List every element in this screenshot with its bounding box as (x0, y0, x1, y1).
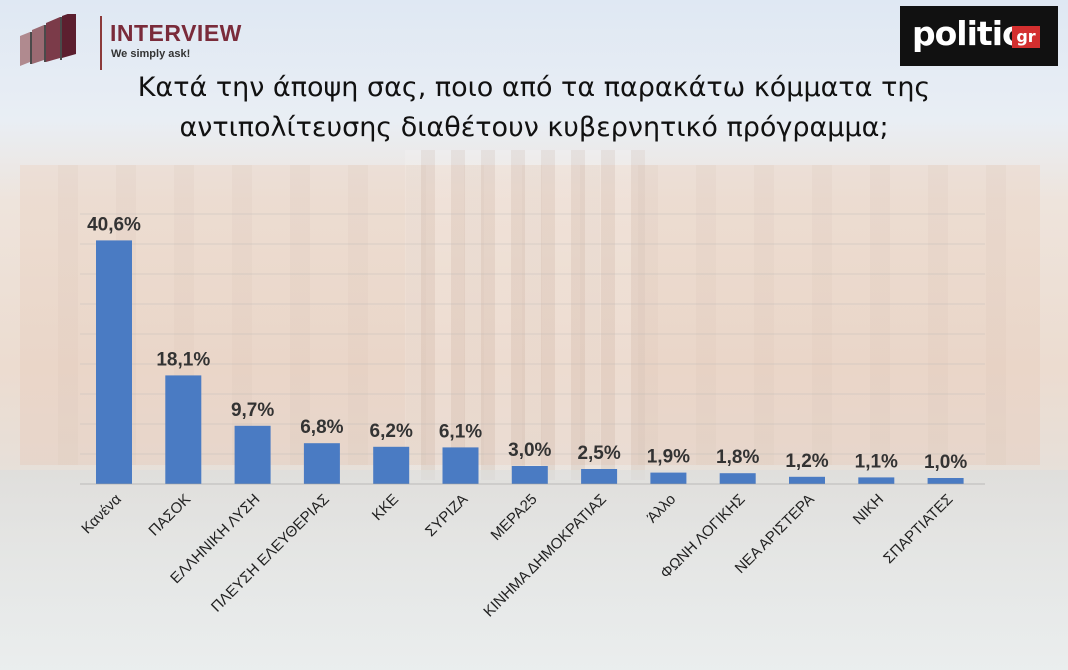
data-label: 1,0% (924, 452, 967, 473)
data-label: 2,5% (577, 443, 620, 464)
data-label: 1,1% (855, 451, 898, 472)
data-label: 18,1% (156, 349, 210, 370)
category-label: ΜΕΡΑ25 (488, 491, 541, 544)
bar (581, 469, 618, 484)
bar (927, 478, 964, 484)
category-label: ΚΚΕ (369, 491, 402, 524)
title-line-1: Κατά την άποψη σας, ποιο από τα παρακάτω… (137, 72, 931, 103)
brand-tagline: We simply ask! (111, 48, 191, 60)
bar (373, 446, 410, 484)
data-label: 9,7% (231, 400, 274, 421)
title-line-2: αντιπολίτευσης διαθέτουν κυβερνητικό πρό… (179, 112, 889, 143)
category-label: ΚΙΝΗΜΑ ΔΗΜΟΚΡΑΤΙΑΣ (480, 491, 610, 621)
bar (511, 466, 548, 484)
category-label: ΠΛΕΥΣΗ ΕΛΕΥΘΕΡΙΑΣ (208, 491, 333, 616)
bar (442, 447, 479, 484)
data-label: 3,0% (508, 440, 551, 461)
bar (234, 425, 271, 484)
interview-logo: INTERVIEW We simply ask! (18, 12, 258, 72)
data-label: 6,8% (300, 417, 343, 438)
data-label: 6,1% (439, 421, 482, 442)
bar (650, 472, 687, 484)
background-portico (405, 150, 645, 480)
category-label: ΣΥΡΙΖΑ (422, 491, 471, 540)
category-label: ΝΙΚΗ (850, 491, 887, 528)
category-label: ΣΠΑΡΤΙΑΤΕΣ (880, 491, 956, 567)
bar (303, 443, 340, 484)
interview-bars-icon (20, 14, 76, 66)
bar (719, 473, 756, 484)
bar (858, 477, 895, 484)
data-label: 1,2% (785, 451, 828, 472)
data-label: 40,6% (87, 214, 141, 235)
category-label: Άλλο (644, 491, 679, 526)
partner-suffix: gr (1012, 26, 1040, 48)
background-ground (0, 470, 1068, 670)
partner-name: politic (912, 14, 1022, 53)
data-label: 1,8% (716, 447, 759, 468)
bar (96, 240, 132, 484)
category-label: ΠΑΣΟΚ (145, 491, 194, 540)
logo-divider (100, 16, 102, 70)
bar (789, 476, 825, 484)
data-label: 6,2% (370, 421, 413, 442)
data-label: 1,9% (647, 447, 690, 468)
category-label: Κανένα (78, 491, 125, 538)
bar (165, 375, 202, 484)
chart-title: Κατά την άποψη σας, ποιο από τα παρακάτω… (0, 68, 1068, 148)
brand-name: INTERVIEW (110, 20, 242, 46)
politic-logo: politic gr (900, 6, 1058, 66)
